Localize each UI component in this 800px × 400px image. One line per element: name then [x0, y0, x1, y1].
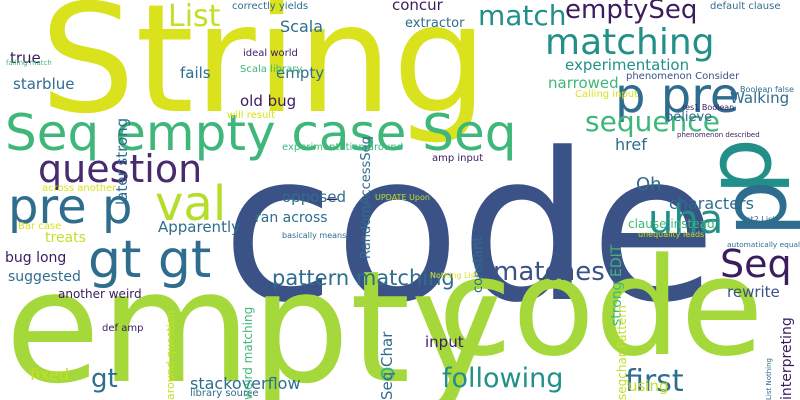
- cloud-word-res1-boolean: res1 Boolean: [682, 103, 735, 112]
- cloud-word-boolean-false: Boolean false: [740, 85, 794, 94]
- cloud-word-bug-long: bug long: [5, 250, 67, 266]
- cloud-word-p-pre: p pre: [615, 68, 740, 124]
- cloud-word-later-strong: later strong: [113, 117, 131, 205]
- cloud-word-ran-across: ran across: [255, 210, 328, 226]
- cloud-word-randomaccessseq: RandomAccessSeq: [359, 136, 374, 259]
- cloud-word-true: true: [10, 49, 41, 67]
- cloud-word-weird-matching: weird matching: [241, 306, 255, 400]
- cloud-word-will-result: will result: [227, 110, 275, 121]
- cloud-word-href: href: [615, 135, 647, 154]
- cloud-word-empty: empty: [276, 64, 325, 82]
- cloud-word-calling-input: Calling input: [575, 89, 639, 100]
- cloud-word-concur: concur: [392, 0, 443, 14]
- cloud-word-library-source: library source: [190, 388, 259, 399]
- cloud-word-rewrite: rewrite: [727, 283, 780, 301]
- cloud-word-bar-case: Bar case: [18, 221, 62, 232]
- cloud-word-experimentation-around: experimentation around: [282, 142, 404, 153]
- cloud-word-seq-empty-case-seq: Seq empty case Seq: [5, 104, 517, 162]
- cloud-word-fixed: fixed: [30, 365, 70, 384]
- cloud-word-characters: characters: [669, 194, 754, 213]
- cloud-word-suggested: suggested: [8, 269, 81, 285]
- cloud-word-pre-p: pre p: [8, 179, 133, 235]
- cloud-word-code: code: [438, 229, 764, 386]
- cloud-word-seq-char: Seq Char: [378, 331, 396, 400]
- cloud-word-narrowed: narrowed: [548, 74, 619, 92]
- cloud-word-nothing-list: Nothing List: [430, 271, 478, 280]
- cloud-word-seq: Seq: [720, 242, 792, 286]
- cloud-word-using: using: [628, 377, 669, 395]
- cloud-word-matching: matching: [545, 22, 715, 63]
- cloud-word-default-clause: default clause: [710, 1, 781, 12]
- cloud-word-input: input: [425, 333, 464, 351]
- cloud-word-sequence: sequence: [585, 105, 720, 138]
- cloud-word-automatically-equal: automatically equal: [727, 240, 800, 249]
- cloud-word-clause-instead: clause instead: [628, 217, 715, 231]
- cloud-word-interpreting: interpreting: [779, 317, 795, 400]
- cloud-word-apparently: Apparently: [158, 218, 240, 236]
- cloud-word-walking: Walking: [730, 89, 790, 107]
- cloud-word-stackoverflow: stackoverflow: [190, 374, 301, 393]
- cloud-word-old-bug: old bug: [240, 92, 297, 110]
- cloud-word-ideal-world: ideal world: [243, 48, 298, 59]
- cloud-word-scala-library: Scala library: [240, 64, 303, 75]
- cloud-word-believe: believe: [665, 110, 713, 125]
- cloud-word-phenomenon-consider: phenomenon Consider: [626, 71, 740, 82]
- cloud-word-string: String: [40, 0, 488, 147]
- cloud-word-gt: gt: [91, 364, 118, 394]
- cloud-word-matches: matches: [493, 257, 605, 287]
- cloud-word-scala: Scala: [280, 17, 324, 36]
- cloud-word-treats: treats: [45, 230, 86, 246]
- cloud-word-empty: empty: [5, 237, 503, 400]
- cloud-word-list2-list: list2 List: [742, 215, 776, 224]
- cloud-word-amp-input: amp input: [432, 153, 484, 164]
- cloud-word-basically-means: basically means: [282, 231, 347, 240]
- cloud-word-another-weird: another weird: [58, 287, 142, 301]
- cloud-word-phenomenon-described: phenomenon described: [677, 131, 760, 139]
- cloud-word-around-question: around question: [164, 310, 177, 400]
- cloud-word-experimentation: experimentation: [565, 56, 690, 74]
- cloud-word-opposed: opposed: [282, 188, 346, 206]
- cloud-word-val: val: [155, 176, 227, 232]
- cloud-word-pattern-matching: pattern matching: [272, 266, 455, 290]
- cloud-word-extractor: extractor: [405, 16, 465, 31]
- cloud-word-failing-match: failing match: [6, 59, 52, 67]
- cloud-word-match: match: [478, 0, 567, 32]
- cloud-word-update-upon: UPDATE Upon: [375, 193, 430, 202]
- cloud-word-segchar-pattern: segchar Pattern: [615, 305, 629, 400]
- cloud-word-across-another: across another: [42, 183, 117, 194]
- cloud-word-def-amp: def amp: [102, 323, 144, 334]
- cloud-word-list: List: [168, 0, 221, 34]
- cloud-word-list-nothing: List Nothing: [765, 358, 773, 400]
- cloud-word-oh: Oh: [636, 174, 662, 195]
- cloud-word-unequality-leads: unequality leads: [638, 230, 705, 239]
- cloud-word-constant: constant: [471, 236, 486, 293]
- cloud-word-fails: fails: [180, 64, 211, 82]
- cloud-word-gt-gt: gt gt: [88, 230, 212, 290]
- cloud-word-question: question: [38, 147, 203, 191]
- cloud-word-first: first: [625, 364, 684, 399]
- cloud-word-following: following: [442, 363, 564, 394]
- cloud-word-code: code: [222, 110, 717, 348]
- cloud-word-correctly-yields: correctly yields: [232, 1, 309, 12]
- cloud-word-starblue: starblue: [13, 75, 75, 93]
- cloud-word-emptyseq: emptySeq: [565, 0, 698, 25]
- cloud-word-uha: uha: [648, 197, 724, 243]
- cloud-word-underscore: _: [327, 176, 337, 200]
